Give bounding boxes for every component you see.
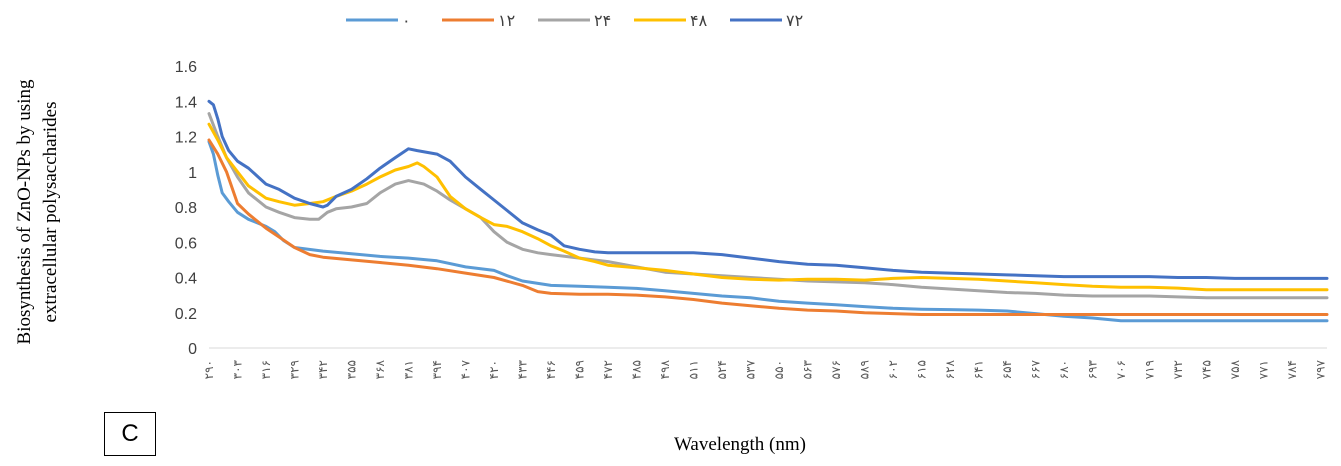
x-tick-label: ۳۶۸ [373,359,387,379]
x-tick-label: ۴۵۹ [572,360,586,379]
x-tick-label: ۳۴۲ [316,360,330,379]
x-tick-label: ۶۱۵ [914,360,928,379]
x-tick-label: ۴۷۲ [601,360,615,379]
series-lines [207,99,1329,323]
series-line [207,99,1329,280]
x-tick-label: ۵۲۴ [715,360,729,379]
x-tick-label: ۴۰۷ [458,359,472,379]
series-line [207,122,1329,292]
y-tick-label: 0.2 [175,306,197,323]
x-tick-label: ۳۱۶ [259,360,273,379]
legend-label: ۲۴ [594,11,611,30]
x-tick-label: ۵۱۱ [686,360,700,379]
x-tick-label: ۷۳۲ [1171,360,1185,379]
y-tick-label: 1.4 [175,94,197,111]
x-tick-label: ۳۰۳ [230,359,244,379]
x-tick-label: ۵۶۳ [800,359,814,379]
chart-legend: ۰ ۱۲ ۲۴ ۴۸ ۷۲ [346,11,803,30]
x-tick-label: ۳۵۵ [344,360,358,379]
x-tick-label: ۳۲۹ [287,360,301,379]
series-line [207,140,1329,323]
x-tick-label: ۶۴۱ [971,360,985,379]
x-tick-label: ۶۶۷ [1028,359,1042,379]
x-tick-label: ۵۷۶ [829,360,843,379]
y-tick-label: 1.6 [175,59,197,76]
x-tick-label: ۷۵۸ [1228,359,1242,379]
x-tick-label: ۵۵۰ [772,360,786,379]
y-axis-title-line1: Biosynthesis of ZnO-NPs by using [14,79,35,344]
x-tick-label: ۷۰۶ [1114,360,1128,379]
x-tick-label: ۴۳۳ [515,359,529,379]
legend-label: ۰ [402,11,411,30]
x-tick-label: ۷۹۷ [1313,359,1327,379]
panel-label: C [121,420,139,447]
x-tick-label: ۴۸۵ [629,360,643,379]
y-axis-title-line2: extracellular polysaccharides [40,101,61,322]
x-tick-label: ۳۹۴ [430,360,444,379]
y-axis: 0 0.2 0.4 0.6 0.8 1 1.2 1.4 1.6 [175,59,197,358]
x-tick-label: ۳۸۱ [401,360,415,379]
x-tick-label: ۷۴۵ [1199,360,1213,379]
y-tick-label: 0.6 [175,235,197,252]
y-tick-label: 0.8 [175,200,197,217]
y-tick-label: 0.4 [175,271,197,288]
x-tick-label: ۶۵۴ [1000,360,1014,379]
y-tick-label: 1.2 [175,130,197,147]
x-tick-label: ۷۷۱ [1256,360,1270,379]
y-tick-label: 1 [188,165,197,182]
x-tick-label: ۴۲۰ [487,360,501,379]
series-line [207,112,1329,300]
legend-label: ۴۸ [690,11,708,30]
x-axis: ۲۹۰ ۳۰۳ ۳۱۶ ۳۲۹ ۳۴۲ ۳۵۵ ۳۶۸ ۳۸۱ ۳۹۴ ۴۰۷ ۴۲۰ ۴۳۳ ۴۴۶ ۴… [202,347,1327,379]
x-tick-label: ۴۹۸ [658,359,672,379]
x-tick-label: ۶۸۰ [1057,360,1071,379]
panel-label-box: C [104,412,156,456]
x-tick-label: ۶۲۸ [943,359,957,379]
x-tick-label: ۴۴۶ [544,360,558,379]
x-tick-label: ۲۹۰ [202,360,216,379]
x-tick-label: ۵۳۷ [743,359,757,379]
x-axis-title: Wavelength (nm) [674,434,806,455]
x-tick-label: ۵۸۹ [857,360,871,379]
x-tick-label: ۶۰۲ [886,360,900,379]
x-tick-label: ۷۱۹ [1142,360,1156,379]
x-tick-label: ۶۹۳ [1085,359,1099,379]
x-tick-label: ۷۸۴ [1285,360,1299,379]
legend-label: ۱۲ [498,11,515,30]
series-line [207,138,1329,316]
y-tick-label: 0 [188,341,197,358]
legend-label: ۷۲ [786,11,803,30]
